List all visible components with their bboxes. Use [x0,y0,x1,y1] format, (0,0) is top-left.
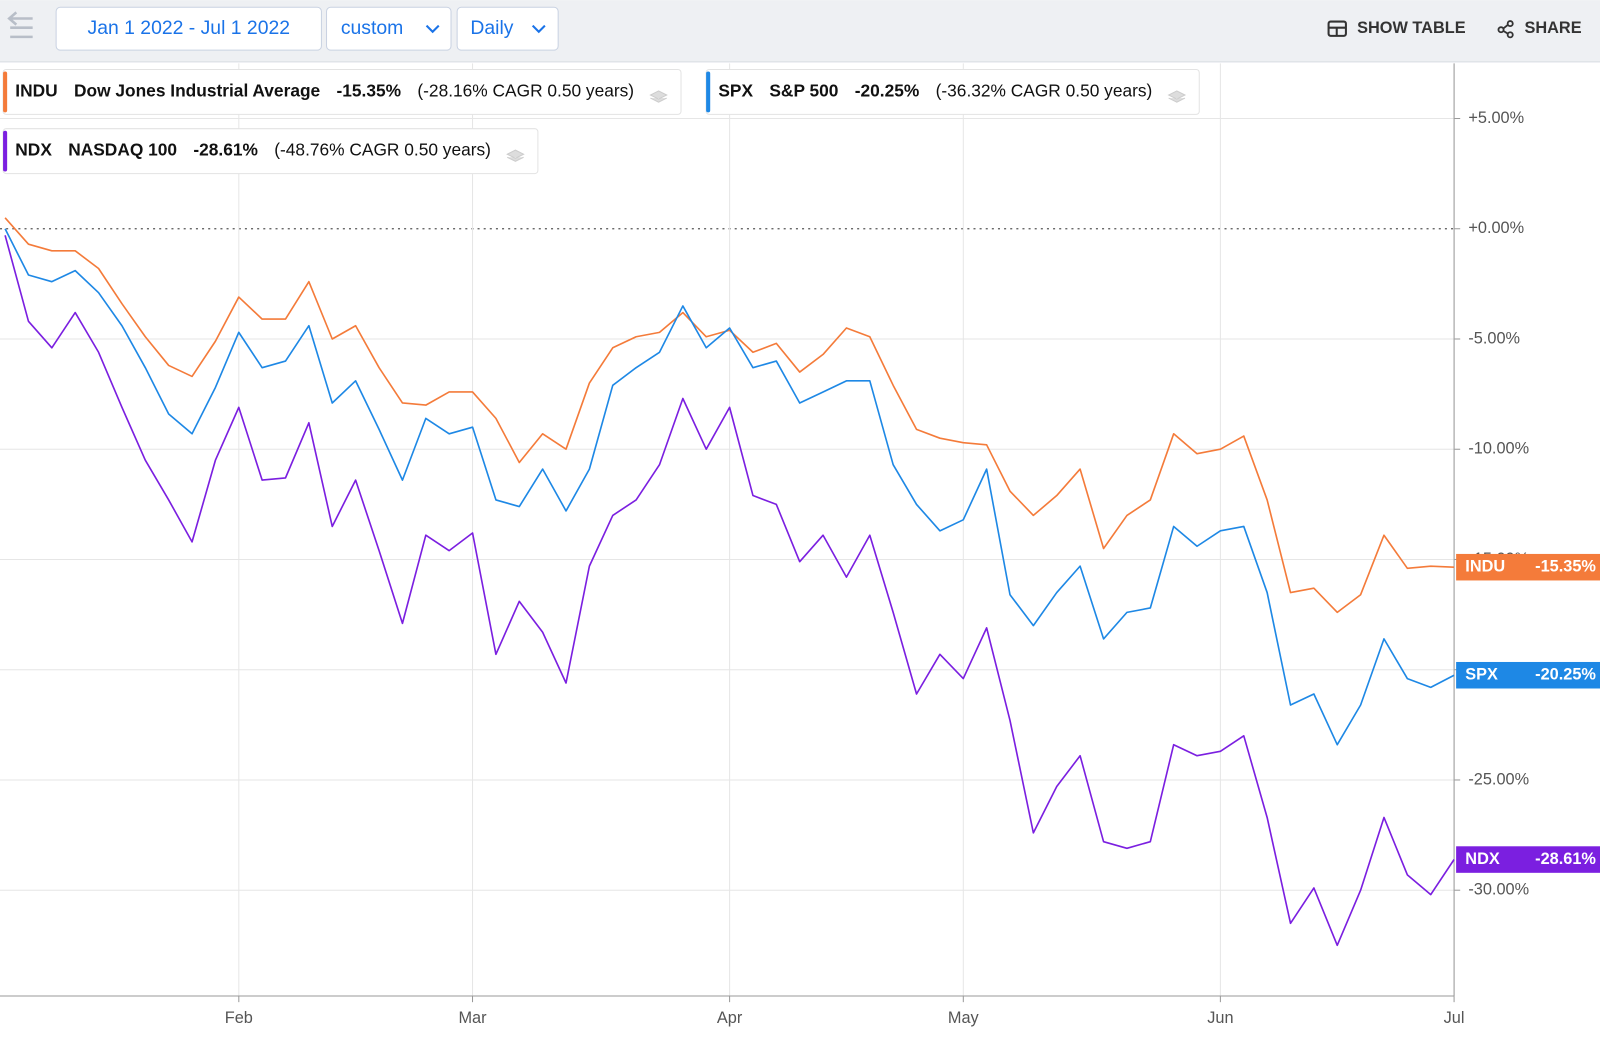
y-tick-label: -10.00% [1468,440,1529,458]
plot-area: +5.00%+0.00%-5.00%-10.00%-15.00%-20.00%-… [0,63,1600,1027]
x-tick-label: May [948,1009,980,1027]
mode[interactable]: custom [341,17,403,39]
legend-entry: NDX NASDAQ 100 -28.61% (-48.76% CAGR 0.50 y… [2,128,539,175]
legend-cagr-label: (-28.16% CAGR 0.50 years) [417,81,634,101]
legend-cagr-label: (-48.76% CAGR 0.50 years) [274,140,491,160]
legend-icon [506,149,525,162]
back-icon[interactable] [7,11,33,39]
legend-entry: INDU Dow Jones Industrial Average -15.35% (… [2,69,682,115]
legend-cagr-label: (-36.32% CAGR 0.50 years) [936,81,1153,101]
y-tick-label: +0.00% [1468,219,1524,237]
frequency[interactable]: Daily [470,17,513,39]
date-range-button[interactable] [55,6,322,51]
legend-symbol: SPX [718,81,753,101]
x-tick-label: Mar [458,1009,487,1027]
series-line [4,228,1455,746]
legend-name: NASDAQ 100 [68,140,177,160]
legend-change-label: -15.35% [337,81,402,101]
y-tick-label: -25.00% [1468,770,1529,788]
end-label-box [1456,846,1600,873]
share-icon [1497,20,1514,39]
end-label-change: -20.25% [1535,666,1596,684]
frequency-button[interactable] [456,6,559,51]
y-tick-label: -30.00% [1468,881,1529,899]
end-label-symbol: INDU [1465,558,1505,576]
legend-change-label: -20.25% [855,81,920,101]
end-label-change: -15.35% [1535,558,1596,576]
end-label-change: -28.61% [1535,850,1596,868]
legend-swatch [3,71,8,113]
chevron [425,24,440,34]
end-label-box [1456,553,1600,581]
y-tick-label: +5.00% [1468,109,1524,127]
share[interactable]: SHARE [1524,19,1581,37]
legend-name: Dow Jones Industrial Average [74,81,321,101]
show-table[interactable]: SHOW TABLE [1357,19,1466,37]
table-icon [1327,20,1347,37]
legend-swatch [706,71,711,113]
legend-icon [649,90,668,103]
legend-icon [1167,90,1187,103]
end-label-symbol: SPX [1465,666,1498,684]
y-tick-label: -5.00% [1468,329,1520,347]
series-line [4,235,1455,947]
legend-symbol: NDX [15,140,52,160]
legend-change-label: -28.61% [193,140,258,160]
series-line [4,217,1455,614]
chevron [531,24,546,34]
legend-symbol: INDU [15,81,57,101]
end-label-box [1456,661,1600,689]
legend-entry: SPX S&P 500 -20.25% (-36.32% CAGR 0.50 year… [705,69,1200,115]
x-tick-label: Feb [225,1009,253,1027]
x-tick-label: Apr [717,1009,743,1027]
end-label-symbol: NDX [1465,850,1500,868]
x-tick-label: Jun [1207,1009,1233,1027]
x-tick-label: Jul [1444,1009,1465,1027]
date-range[interactable]: Jan 1 2022 - Jul 1 2022 [88,17,291,39]
legend-name: S&P 500 [769,81,838,101]
legend-swatch [3,130,8,172]
mode-button[interactable] [326,6,452,51]
